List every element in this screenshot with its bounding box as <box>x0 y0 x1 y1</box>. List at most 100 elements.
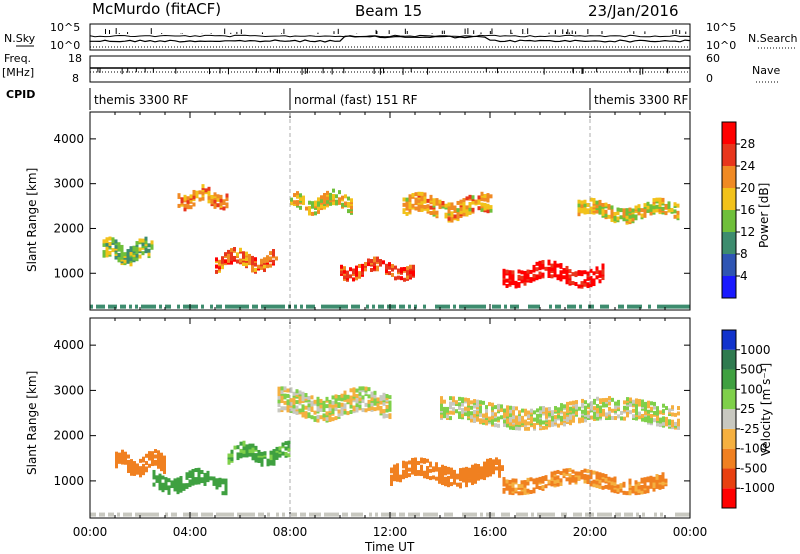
power-cell <box>462 198 466 203</box>
power-cell <box>222 206 226 211</box>
velocity-cell <box>529 477 533 482</box>
velocity-cell <box>375 512 378 517</box>
power-cell <box>219 194 223 199</box>
power-cell <box>471 195 475 200</box>
velocity-cell <box>176 484 180 489</box>
power-cell <box>102 239 106 244</box>
power-cell <box>381 304 384 309</box>
velocity-cell <box>388 407 392 412</box>
velocity-cell <box>167 478 171 483</box>
velocity-cell <box>379 400 383 405</box>
power-cell <box>465 205 469 210</box>
velocity-cell <box>295 389 299 394</box>
power-cell <box>111 304 114 309</box>
velocity-cell <box>438 467 441 472</box>
velocity-cell <box>364 386 368 391</box>
velocity-cell <box>480 475 483 480</box>
velocity-cell <box>286 399 290 404</box>
power-cell <box>129 256 133 261</box>
power-cell <box>414 304 417 309</box>
velocity-cell <box>541 485 545 490</box>
velocity-cell <box>560 415 563 420</box>
velocity-cell <box>449 396 452 401</box>
velocity-cell <box>518 426 521 431</box>
power-cell <box>222 199 226 204</box>
velocity-cell <box>619 483 623 488</box>
power-colorbar-tick-label: 20 <box>740 181 755 195</box>
velocity-cell <box>142 456 145 461</box>
power-cell <box>254 267 257 272</box>
power-cell <box>655 197 659 202</box>
velocity-cell <box>517 484 521 489</box>
velocity-cell <box>479 418 482 423</box>
velocity-cell <box>653 410 656 415</box>
power-cell <box>308 200 311 205</box>
velocity-cell <box>550 471 554 476</box>
velocity-cell <box>313 399 317 404</box>
velocity-cell <box>640 477 644 482</box>
power-cell <box>314 200 317 205</box>
power-cell <box>399 304 402 309</box>
velocity-cell <box>280 386 284 391</box>
velocity-cell <box>598 475 602 480</box>
freq-label-1: Freq. <box>4 52 31 65</box>
power-cell <box>219 198 223 203</box>
power-cell <box>631 208 635 213</box>
velocity-cell <box>556 482 560 487</box>
velocity-cell <box>606 512 609 517</box>
velocity-cell <box>160 461 163 466</box>
velocity-cell <box>479 407 482 412</box>
velocity-cell <box>453 475 456 480</box>
power-cell <box>227 253 230 258</box>
velocity-cell <box>620 416 623 421</box>
power-cell <box>586 282 590 287</box>
power-cell <box>517 274 521 279</box>
velocity-colorbar-tick-label: 1000 <box>740 343 771 357</box>
velocity-cell <box>283 400 287 405</box>
power-cell <box>577 270 581 275</box>
velocity-cell <box>358 404 362 409</box>
velocity-cell <box>552 512 555 517</box>
velocity-cell <box>664 478 668 483</box>
velocity-cell <box>237 512 240 517</box>
velocity-cell <box>497 416 500 421</box>
velocity-cell <box>352 387 356 392</box>
velocity-cell <box>319 404 323 409</box>
power-cell <box>225 193 229 198</box>
velocity-cell <box>526 477 530 482</box>
power-cell <box>355 269 358 274</box>
velocity-cell <box>246 512 249 517</box>
velocity-cell <box>155 475 159 480</box>
power-cell <box>302 200 305 205</box>
power-cell <box>215 257 218 262</box>
velocity-cell <box>301 408 305 413</box>
velocity-cell <box>560 403 563 408</box>
power-cell <box>538 260 542 265</box>
nsky-tick-bottom: 10^0 <box>50 39 80 52</box>
velocity-cell <box>381 512 384 517</box>
power-cell <box>474 199 478 204</box>
velocity-cell <box>500 415 503 420</box>
velocity-cell <box>622 490 626 495</box>
velocity-cell <box>432 475 435 480</box>
power-cell <box>492 304 495 309</box>
power-cell <box>372 304 375 309</box>
velocity-colorbar-tick-label: 25 <box>740 402 755 416</box>
power-cell <box>343 266 346 271</box>
velocity-cell <box>470 411 473 416</box>
velocity-cell <box>455 409 458 414</box>
power-cell <box>192 202 196 207</box>
velocity-cell <box>571 469 575 474</box>
power-cell <box>332 188 335 193</box>
power-cell <box>526 269 530 274</box>
velocity-cell <box>617 414 620 419</box>
velocity-cell <box>553 470 557 475</box>
power-cell <box>601 276 605 281</box>
velocity-cell <box>142 463 145 468</box>
power-cell <box>213 199 217 204</box>
velocity-cell <box>464 397 467 402</box>
velocity-cell <box>649 484 653 489</box>
power-cell <box>625 215 629 220</box>
velocity-cell <box>542 420 545 425</box>
velocity-cell <box>671 412 674 417</box>
